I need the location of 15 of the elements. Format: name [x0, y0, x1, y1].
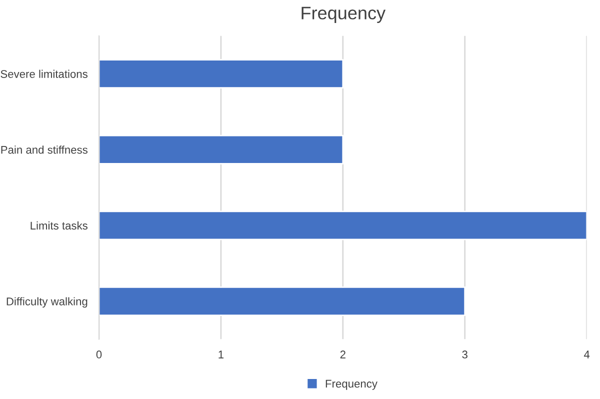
- x-tick-label: 4: [584, 350, 590, 358]
- y-tick-label: Difficulty walking: [6, 297, 88, 308]
- chart-title: Frequency: [302, 6, 386, 23]
- bar: [99, 286, 466, 316]
- y-tick-label: Severe limitations: [0, 70, 88, 78]
- y-tick-label: Pain and stiffness: [1, 146, 88, 154]
- y-tick-label: Limits tasks: [30, 221, 88, 230]
- x-tick-label: 2: [340, 350, 346, 358]
- x-tick-label: 1: [218, 350, 224, 358]
- bar: [99, 59, 344, 89]
- x-tick-label: 0: [96, 350, 102, 358]
- bar: [99, 134, 344, 164]
- legend-label: Frequency: [326, 380, 378, 390]
- x-tick-label: 3: [462, 350, 468, 358]
- bar: [99, 210, 587, 240]
